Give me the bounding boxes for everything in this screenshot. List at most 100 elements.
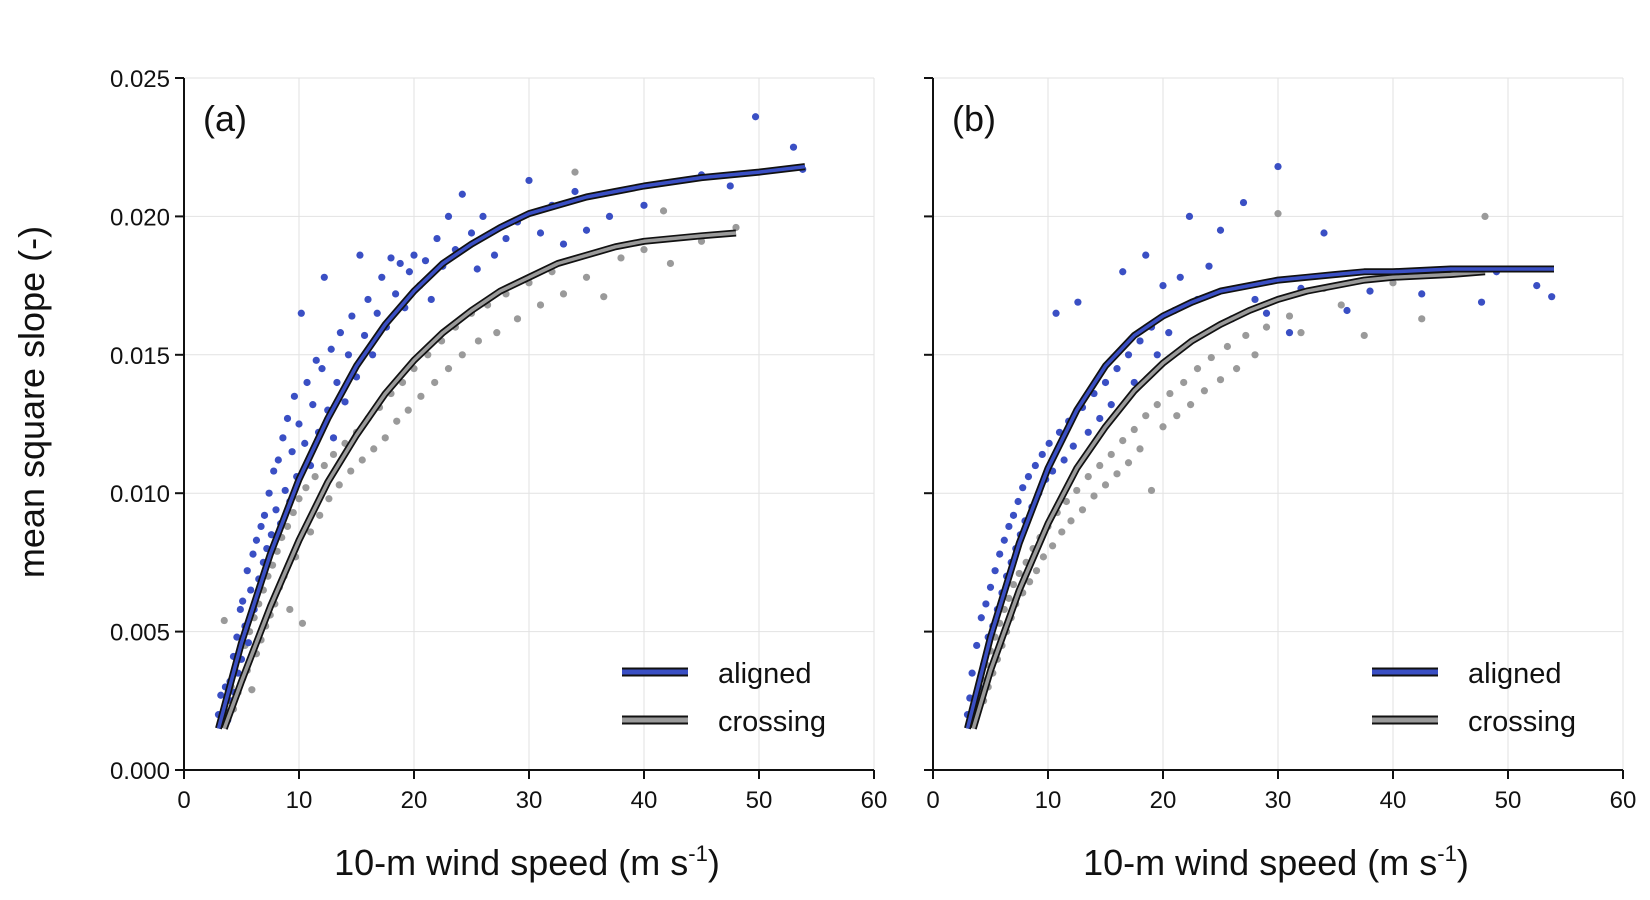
panel-b-aligned-point-67: [1285, 329, 1294, 337]
panel-b-crossing-point-51: [1173, 412, 1181, 420]
panel-b-aligned-point-66: [1274, 162, 1282, 171]
panel-b-crossing-point-47: [1147, 486, 1156, 495]
panel-b-crossing-point-64: [1285, 312, 1294, 320]
panel-b-aligned-point-61: [1216, 226, 1225, 234]
panel-a-aligned-point-72: [421, 257, 430, 265]
panel-a-aligned-point-67: [396, 259, 404, 268]
panel-a-crossing-point-80: [732, 223, 740, 232]
panel-b-points: [963, 162, 1556, 724]
panel-b-aligned-point-16: [1000, 536, 1008, 544]
panel-a-aligned-point-22: [257, 522, 265, 531]
panel-b-crossing-point-18: [1009, 580, 1018, 589]
panel-a-aligned-point-80: [473, 265, 481, 273]
panel-b-x-tick-label-1: 10: [1035, 787, 1062, 814]
panel-b-crossing-point-68: [1360, 331, 1368, 340]
panel-b-crossing-point-71: [1481, 212, 1489, 220]
panel-a-aligned-point-44: [309, 401, 317, 409]
panel-a-crossing-fit-line: [222, 231, 737, 730]
panel-a-crossing-point-1: [220, 616, 228, 625]
panel-a-crossing-point-29: [286, 605, 294, 614]
panel-b-x-tick-label-4: 40: [1380, 787, 1407, 814]
panel-a-legend-crossing-label: crossing: [718, 706, 826, 738]
panel-a-aligned-point-27: [267, 531, 275, 539]
panel-b-crossing-point-41: [1113, 470, 1121, 478]
panel-a-x-tick-label-0: 0: [177, 787, 190, 814]
panel-b-crossing-point-60: [1242, 331, 1250, 340]
panel-a-x-tick-label-6: 60: [861, 787, 888, 814]
panel-a-aligned-point-11: [236, 605, 244, 614]
panel-b-crossing-point-43: [1124, 459, 1133, 467]
panel-b-crossing-point-50: [1166, 389, 1174, 398]
panel-a-aligned-point-28: [270, 467, 278, 475]
panel-b-crossing-point-69: [1389, 279, 1397, 287]
panel-b-legend-crossing-label: crossing: [1468, 706, 1576, 738]
panel-a-aligned-point-50: [327, 345, 335, 353]
panel-b-legend-aligned-label: aligned: [1468, 658, 1562, 690]
panel-a-x-axis-title-main: 10-m wind speed (m s: [334, 842, 688, 883]
panel-b-crossing-point-25: [1032, 567, 1041, 575]
panel-b-aligned-point-39: [1074, 298, 1082, 306]
panel-a-crossing-point-45: [358, 456, 366, 464]
panel-b-crossing-point-63: [1274, 210, 1282, 218]
panel-a-aligned-fit-outline: [215, 163, 806, 730]
panel-b-aligned-point-8: [982, 600, 990, 608]
panel-a-crossing-point-33: [298, 619, 307, 627]
panel-b-crossing-point-29: [1049, 542, 1057, 550]
panel-a-aligned-point-60: [364, 295, 372, 304]
panel-b-aligned-point-76: [1533, 282, 1541, 290]
panel-b-aligned-point-20: [1009, 511, 1018, 519]
panel-b-aligned-point-43: [1096, 414, 1104, 423]
panel-a-aligned-point-33: [281, 486, 289, 495]
panel-b-aligned-point-26: [1024, 472, 1033, 481]
panel-b-crossing-point-55: [1200, 387, 1208, 395]
panel-b-aligned-point-28: [1031, 461, 1039, 470]
panel-a-crossing-point-78: [666, 259, 675, 268]
panel-b-crossing-point-33: [1067, 517, 1075, 525]
panel-b-aligned-point-12: [991, 567, 999, 575]
panel-a-y-tick-label-1: 0.005: [110, 620, 170, 647]
panel-a-fit-lines: [215, 163, 806, 730]
panel-b-crossing-point-54: [1193, 365, 1202, 373]
panel-b-aligned-point-71: [1366, 287, 1374, 295]
panel-a-crossing-point-76: [640, 246, 648, 254]
panel-b-aligned-point-57: [1176, 273, 1184, 281]
panel-b-aligned-point-58: [1185, 212, 1194, 220]
panel-a-label: (a): [203, 98, 247, 139]
panel-a-aligned-point-86: [536, 229, 545, 237]
panel-a-aligned-point-91: [605, 212, 614, 220]
panel-a-aligned-point-16: [244, 639, 252, 647]
panel-b-aligned-point-77: [1548, 293, 1556, 301]
panel-a-aligned-point-40: [297, 309, 305, 317]
panel-a-aligned-point-34: [283, 414, 292, 423]
panel-b-crossing-point-42: [1119, 437, 1127, 445]
panel-b-crossing-point-44: [1130, 425, 1138, 434]
panel-a-crossing-point-36: [311, 472, 319, 481]
panel-a-aligned-point-42: [303, 378, 311, 387]
panel-b-aligned-fit-line: [965, 267, 1554, 729]
panel-a-y-tick-label-3: 0.015: [110, 343, 170, 370]
panel-a-crossing-point-49: [381, 434, 389, 442]
panel-a-crossing-point-41: [335, 481, 343, 489]
panel-a-aligned-point-24: [260, 511, 269, 519]
panel-a-crossing-point-69: [536, 301, 545, 309]
panel-b-aligned-point-54: [1159, 282, 1167, 290]
panel-b-aligned-point-50: [1136, 337, 1144, 345]
panel-b-aligned-point-14: [996, 550, 1004, 558]
panel-a-aligned-point-65: [387, 254, 395, 262]
panel-b-crossing-point-56: [1207, 353, 1215, 362]
panel-b-aligned-point-24: [1019, 484, 1027, 492]
panel-b-label: (b): [952, 98, 996, 139]
panel-a-crossing-point-65: [493, 329, 501, 337]
panel-a-x-tick-label-2: 20: [401, 787, 428, 814]
panel-b-ticks: 0 10 20 30 40 50 60: [924, 77, 1636, 814]
panel-b-aligned-point-22: [1014, 497, 1022, 506]
panel-b-crossing-point-49: [1159, 423, 1167, 431]
y-axis-title: mean square slope (-): [11, 226, 52, 578]
panel-b-crossing-point-52: [1180, 378, 1188, 387]
panel-a-aligned-point-41: [301, 439, 309, 447]
panel-a-aligned-point-13: [239, 597, 247, 605]
panel-b-aligned-point-55: [1165, 329, 1173, 337]
panel-a-aligned-point-55: [344, 351, 353, 359]
panel-a-aligned-point-96: [789, 143, 798, 151]
panel-b-gridlines: [933, 77, 1624, 770]
